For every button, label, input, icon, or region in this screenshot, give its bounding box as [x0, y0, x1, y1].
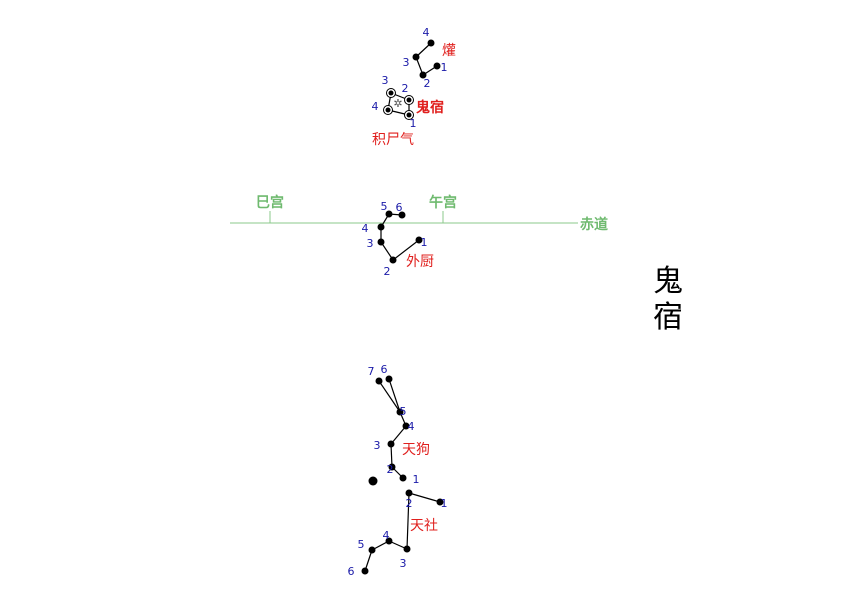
- constellation-line: [408, 492, 441, 503]
- star: [385, 210, 393, 218]
- star-number: 1: [413, 473, 420, 486]
- isolated-star: [368, 476, 378, 486]
- star-number: 5: [381, 200, 388, 213]
- constellation-line: [380, 241, 394, 261]
- constellation-line: [390, 425, 407, 445]
- star: [403, 545, 411, 553]
- star-number: 3: [403, 56, 410, 69]
- star: [377, 238, 385, 246]
- star-number: 2: [384, 265, 391, 278]
- star: [406, 112, 412, 118]
- star-number: 6: [348, 565, 355, 578]
- star-number: 4: [372, 100, 379, 113]
- palace-label: 巳宫: [256, 194, 284, 211]
- ecliptic-label: 赤道: [580, 216, 608, 233]
- star-number: 3: [400, 557, 407, 570]
- star-number: 5: [358, 538, 365, 551]
- star: [399, 474, 407, 482]
- star-number: 1: [441, 61, 448, 74]
- star-number: 3: [374, 439, 381, 452]
- star: [427, 39, 435, 47]
- star: [436, 498, 444, 506]
- constellation-line: [390, 443, 393, 468]
- constellation-name: 鬼宿: [416, 99, 444, 116]
- star: [396, 408, 404, 416]
- star: [419, 71, 427, 79]
- palace-label: 午宫: [429, 194, 457, 211]
- star-number: 1: [421, 236, 428, 249]
- star: [398, 211, 406, 219]
- star: [406, 97, 412, 103]
- constellation-line: [388, 378, 401, 413]
- star-number: 2: [402, 82, 409, 95]
- star-number: 2: [406, 497, 413, 510]
- constellation-lines: [364, 42, 441, 572]
- constellation-name: 天狗: [402, 442, 430, 458]
- star-number: 2: [424, 77, 431, 90]
- star-number: 4: [362, 222, 369, 235]
- star: [385, 537, 393, 545]
- constellation-line: [378, 380, 401, 413]
- star-number: 3: [367, 237, 374, 250]
- star: [402, 422, 410, 430]
- star: [388, 463, 396, 471]
- constellation-line: [364, 549, 373, 572]
- star: [388, 90, 394, 96]
- constellation-line: [392, 239, 420, 261]
- star-number: 4: [423, 26, 430, 39]
- title-char: 鬼: [653, 264, 683, 299]
- star: [433, 62, 441, 70]
- constellation-name: 外厨: [406, 254, 434, 270]
- star: [385, 375, 393, 383]
- title-char: 宿: [653, 300, 683, 335]
- star-number: 6: [381, 363, 388, 376]
- star-number: 1: [441, 497, 448, 510]
- constellation-stars: ✲: [361, 39, 444, 575]
- star: [377, 223, 385, 231]
- constellation-name: 天社: [410, 518, 438, 534]
- star: [412, 53, 420, 61]
- constellation-name: 爟: [442, 43, 456, 59]
- star: [375, 377, 383, 385]
- star: [368, 546, 376, 554]
- title-group: 鬼宿: [653, 264, 683, 335]
- constellation-name: 积尸气: [372, 132, 414, 148]
- nebula-icon: ✲: [393, 97, 402, 110]
- star: [361, 567, 369, 575]
- star: [415, 236, 423, 244]
- star-number: 1: [410, 117, 417, 130]
- star: [387, 440, 395, 448]
- star-number: 7: [368, 365, 375, 378]
- star: [385, 107, 391, 113]
- constellation-line: [406, 492, 410, 550]
- star-number: 5: [400, 405, 407, 418]
- star-number: 4: [383, 529, 390, 542]
- star-number: 2: [387, 463, 394, 476]
- star-number: 6: [396, 201, 403, 214]
- star: [389, 256, 397, 264]
- star-number: 3: [382, 74, 389, 87]
- star: [405, 489, 413, 497]
- star-number: 4: [408, 420, 415, 433]
